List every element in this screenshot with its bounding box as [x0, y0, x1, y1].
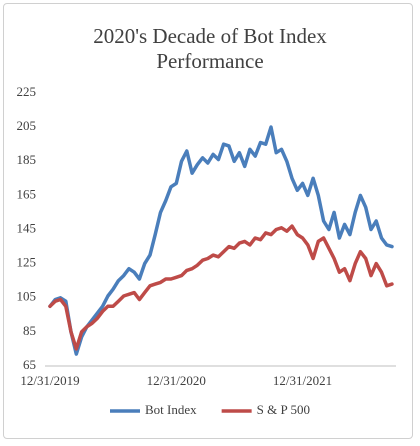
y-tick-label: 105 [17, 289, 37, 304]
y-tick-label: 145 [17, 220, 37, 235]
y-tick-label: 225 [17, 84, 37, 99]
y-tick-label: 65 [23, 357, 36, 372]
y-tick-label: 85 [23, 323, 36, 338]
y-tick-label: 205 [17, 118, 37, 133]
x-tick-label: 12/31/2020 [147, 373, 206, 388]
legend-label: S & P 500 [257, 402, 310, 417]
series-line [48, 125, 394, 356]
series-line [48, 224, 394, 351]
chart-title: 2020's Decade of Bot Index Performance [93, 24, 327, 73]
legend-label: Bot Index [145, 402, 197, 417]
y-tick-label: 165 [17, 186, 37, 201]
y-tick-label: 125 [17, 255, 37, 270]
chart-frame [3, 3, 413, 439]
x-tick-label: 12/31/2019 [20, 373, 79, 388]
y-tick-label: 185 [17, 152, 37, 167]
x-tick-label: 12/31/2021 [273, 373, 332, 388]
